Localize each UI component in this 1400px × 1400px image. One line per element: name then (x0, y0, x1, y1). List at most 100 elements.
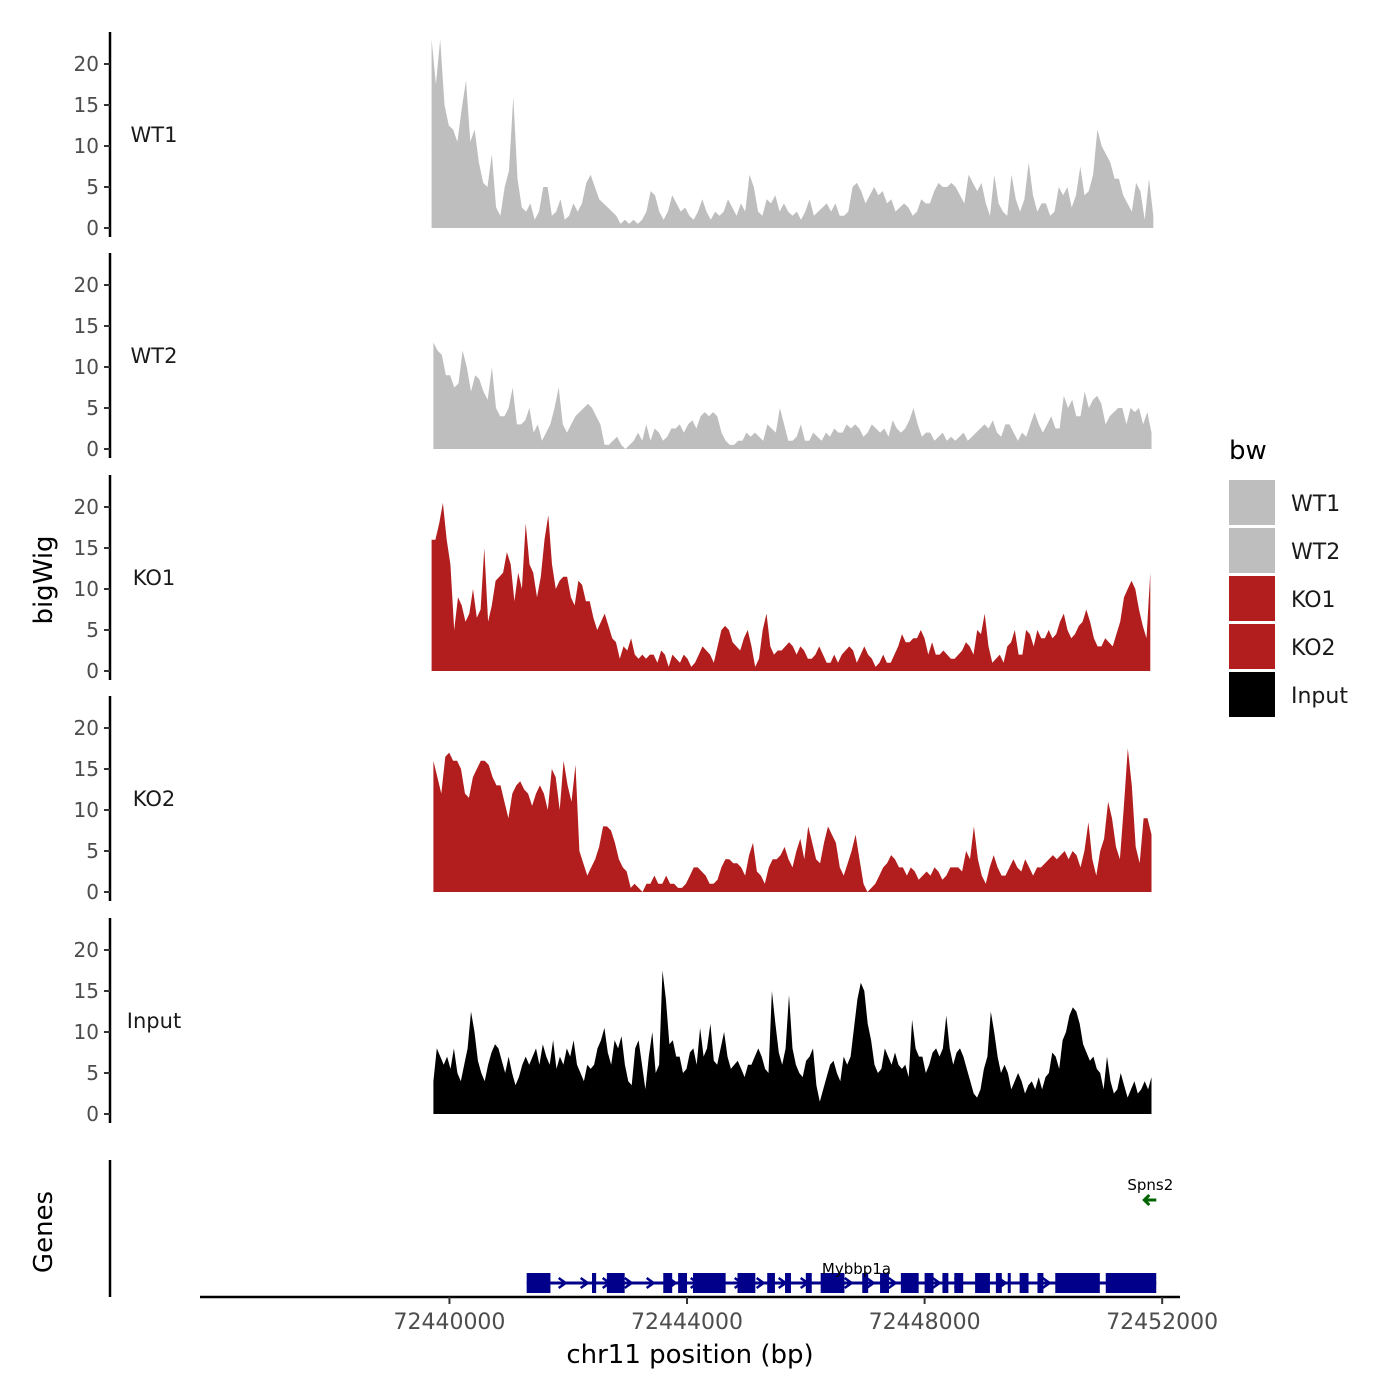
legend-key-input (1229, 672, 1275, 717)
legend-key-ko2 (1229, 624, 1275, 669)
y-tick-label: 0 (86, 437, 99, 461)
y-tick-label: 15 (74, 979, 99, 1003)
gene-exon (678, 1273, 688, 1293)
y-tick-label: 5 (86, 618, 99, 642)
strand-chevron (931, 1276, 942, 1290)
y-tick-label: 10 (74, 1020, 99, 1044)
y-tick-label: 20 (74, 716, 99, 740)
gene-exon (942, 1273, 949, 1293)
gene-exon (606, 1273, 625, 1293)
y-tick-label: 20 (74, 495, 99, 519)
y-tick-label: 20 (74, 52, 99, 76)
y-tick-label: 0 (86, 1102, 99, 1126)
gene-exon (1055, 1273, 1100, 1293)
strand-chevron (887, 1276, 898, 1290)
gene-exon (663, 1273, 673, 1293)
gene-track-title: Genes (29, 1191, 59, 1273)
gene-exon (737, 1273, 756, 1293)
gene-exon (900, 1273, 919, 1293)
y-tick-label: 20 (74, 938, 99, 962)
y-tick-label: 10 (74, 577, 99, 601)
strand-chevron (865, 1276, 876, 1290)
y-tick-label: 10 (74, 355, 99, 379)
gene-exon (954, 1273, 964, 1293)
y-tick-label: 20 (74, 273, 99, 297)
legend-key-wt2 (1229, 528, 1275, 573)
gene-exon (805, 1273, 812, 1293)
y-tick-label: 15 (74, 757, 99, 781)
gene-exon (526, 1273, 551, 1293)
strand-chevron (645, 1276, 656, 1290)
x-axis-title: chr11 position (bp) (566, 1340, 813, 1370)
track-ko1: 0 5 10 15 20 KO1 (74, 475, 1151, 683)
track-label: WT1 (131, 123, 178, 147)
legend-label-input: Input (1291, 684, 1348, 709)
x-tick-label: 72452000 (1106, 1310, 1218, 1335)
legend-label-wt2: WT2 (1291, 540, 1340, 565)
track-label: KO2 (133, 787, 176, 811)
gene-exon (1007, 1273, 1011, 1293)
gene-exon (1105, 1273, 1157, 1293)
gene-label: Mybbp1a (822, 1260, 891, 1278)
y-tick-label: 5 (86, 396, 99, 420)
legend-label-wt1: WT1 (1291, 492, 1340, 517)
legend-key-wt1 (1229, 480, 1275, 525)
y-tick-label: 15 (74, 314, 99, 338)
track-wt1: 0 5 10 15 20 WT1 (74, 32, 1154, 240)
y-tick-label: 0 (86, 659, 99, 683)
coverage-area-ko1 (431, 502, 1151, 671)
track-label: WT2 (131, 344, 178, 368)
gene-exon (592, 1273, 597, 1293)
x-tick-label: 72440000 (393, 1310, 505, 1335)
y-tick-label: 5 (86, 175, 99, 199)
gene-mybbp1a: Mybbp1a (526, 1260, 1157, 1293)
track-label: Input (127, 1009, 181, 1033)
legend-title: bw (1229, 436, 1267, 466)
gene-exon (692, 1273, 726, 1293)
strand-chevron (557, 1276, 568, 1290)
strand-arrow (1142, 1193, 1157, 1207)
legend-label-ko2: KO2 (1291, 636, 1336, 661)
gene-label: Spns2 (1127, 1176, 1173, 1194)
gene-exon (820, 1273, 845, 1293)
y-tick-label: 0 (86, 216, 99, 240)
track-input: 0 5 10 15 20 Input (74, 918, 1152, 1126)
strand-chevron (843, 1276, 854, 1290)
gene-track: Mybbp1a Spns2 (108, 1160, 1173, 1297)
y-tick-label: 15 (74, 536, 99, 560)
y-tick-label: 10 (74, 134, 99, 158)
y-axis-title: bigWig (29, 535, 59, 624)
coverage-area-wt2 (433, 342, 1152, 449)
y-tick-label: 15 (74, 93, 99, 117)
x-tick-label: 72448000 (869, 1310, 981, 1335)
gene-exon (785, 1273, 791, 1293)
y-tick-label: 5 (86, 839, 99, 863)
strand-chevron (623, 1276, 634, 1290)
track-label: KO1 (133, 566, 176, 590)
gene-exon (975, 1273, 990, 1293)
gene-spns2: Spns2 (1127, 1176, 1173, 1207)
coverage-tracks: 0 5 10 15 20 WT1 0 5 10 15 20 WT2 0 5 10 15 20 KO1 0 5 10 15 2… (74, 32, 1154, 1126)
track-ko2: 0 5 10 15 20 KO2 (74, 696, 1152, 904)
coverage-area-input (433, 970, 1152, 1114)
strand-chevron (1041, 1276, 1052, 1290)
coverage-area-ko2 (433, 748, 1152, 892)
gene-exon (880, 1273, 889, 1293)
y-tick-label: 0 (86, 880, 99, 904)
y-tick-label: 10 (74, 798, 99, 822)
x-axis: 72440000 72444000 72448000 72452000 (200, 1295, 1218, 1335)
legend-key-ko1 (1229, 576, 1275, 621)
coverage-area-wt1 (431, 39, 1154, 229)
gene-exon (1037, 1273, 1044, 1293)
y-tick-label: 5 (86, 1061, 99, 1085)
gene-exon (862, 1273, 869, 1293)
gene-exon (767, 1273, 775, 1293)
strand-chevron (579, 1276, 590, 1290)
legend-label-ko1: KO1 (1291, 588, 1336, 613)
strand-chevron (755, 1276, 766, 1290)
gene-exon (995, 1273, 1002, 1293)
gene-exon (1019, 1273, 1029, 1293)
legend: bw WT1 WT2 KO1 KO2 Input (1229, 436, 1348, 717)
track-wt2: 0 5 10 15 20 WT2 (74, 253, 1152, 461)
